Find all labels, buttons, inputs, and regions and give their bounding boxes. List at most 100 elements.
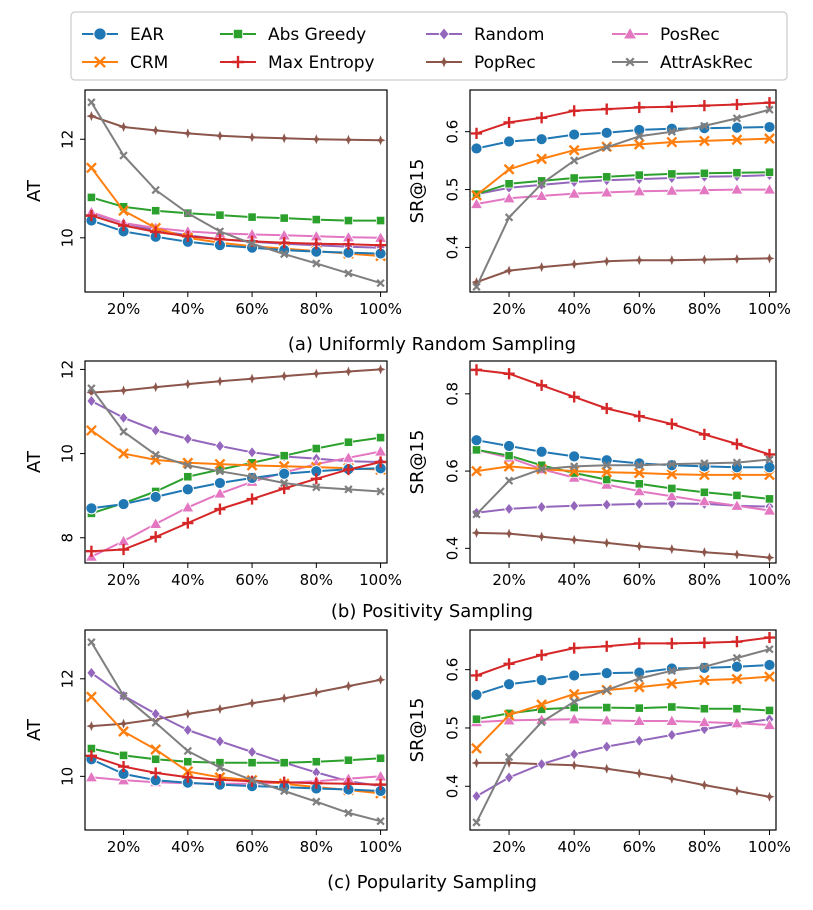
legend-item-max-entropy: Max Entropy bbox=[220, 53, 375, 73]
series-line-posrec bbox=[91, 211, 381, 239]
point-poprec-10 bbox=[86, 111, 97, 122]
point-max-entropy-100 bbox=[763, 631, 776, 644]
caption-c: (c) Popularity Sampling bbox=[327, 872, 537, 893]
point-max-entropy-70 bbox=[278, 482, 290, 495]
point-random-50 bbox=[601, 740, 612, 753]
point-poprec-40 bbox=[569, 259, 580, 270]
point-posrec-90 bbox=[341, 450, 356, 463]
point-poprec-70 bbox=[279, 133, 290, 144]
point-poprec-60 bbox=[634, 541, 645, 552]
point-posrec-70 bbox=[665, 183, 679, 196]
point-crm-100 bbox=[764, 671, 775, 683]
point-random-20 bbox=[118, 411, 129, 425]
point-max-entropy-40 bbox=[182, 771, 194, 783]
point-ear-40 bbox=[181, 483, 194, 496]
point-random-50 bbox=[601, 498, 612, 511]
point-max-entropy-100 bbox=[374, 239, 387, 251]
point-max-entropy-40 bbox=[568, 391, 580, 403]
point-posrec-10 bbox=[470, 197, 484, 209]
y-tick-label: 0.4 bbox=[444, 236, 462, 260]
point-posrec-90 bbox=[730, 499, 744, 511]
series-group bbox=[85, 98, 387, 288]
point-posrec-50 bbox=[600, 185, 614, 198]
point-abs-greedy-80 bbox=[699, 168, 709, 178]
point-max-entropy-70 bbox=[666, 101, 678, 113]
x-tick-label: 20% bbox=[492, 571, 525, 589]
point-attraskrec-80 bbox=[312, 797, 321, 806]
point-attraskrec-80 bbox=[700, 662, 709, 671]
point-poprec-70 bbox=[666, 255, 677, 266]
point-abs-greedy-90 bbox=[732, 704, 742, 714]
legend-label: AttrAskRec bbox=[660, 53, 753, 73]
point-abs-greedy-50 bbox=[602, 474, 612, 485]
y-axis-label: AT bbox=[24, 450, 45, 473]
point-poprec-70 bbox=[279, 693, 290, 704]
point-attraskrec-90 bbox=[344, 808, 353, 818]
point-attraskrec-90 bbox=[344, 485, 353, 494]
point-posrec-30 bbox=[534, 189, 549, 201]
point-max-entropy-20 bbox=[503, 658, 515, 670]
x-tick-label: 20% bbox=[492, 838, 525, 856]
point-poprec-20 bbox=[504, 528, 515, 539]
point-attraskrec-10 bbox=[472, 282, 481, 291]
point-max-entropy-60 bbox=[633, 410, 645, 422]
point-max-entropy-60 bbox=[633, 101, 645, 113]
point-posrec-80 bbox=[697, 494, 712, 507]
point-crm-60 bbox=[246, 459, 258, 471]
point-ear-50 bbox=[600, 126, 613, 139]
point-abs-greedy-50 bbox=[602, 702, 612, 713]
point-poprec-50 bbox=[601, 763, 612, 774]
point-poprec-20 bbox=[118, 121, 129, 132]
series-line-attraskrec bbox=[475, 458, 770, 515]
legend-marker bbox=[231, 55, 245, 69]
point-attraskrec-90 bbox=[732, 114, 742, 123]
x-tick-label: 20% bbox=[107, 838, 140, 856]
point-posrec-100 bbox=[762, 718, 776, 730]
point-attraskrec-70 bbox=[280, 478, 289, 488]
legend-label: PopRec bbox=[474, 53, 536, 73]
point-max-entropy-50 bbox=[601, 103, 613, 115]
point-abs-greedy-100 bbox=[375, 432, 386, 443]
point-attraskrec-20 bbox=[119, 151, 128, 160]
point-max-entropy-100 bbox=[374, 779, 387, 791]
x-tick-label: 80% bbox=[300, 300, 333, 318]
legend-label: PosRec bbox=[660, 25, 720, 45]
point-max-entropy-90 bbox=[342, 238, 355, 250]
point-abs-greedy-90 bbox=[732, 168, 742, 178]
point-attraskrec-100 bbox=[376, 487, 385, 496]
point-posrec-40 bbox=[567, 186, 581, 199]
legend-label: CRM bbox=[130, 53, 168, 73]
point-max-entropy-30 bbox=[150, 226, 162, 238]
legend-marker bbox=[94, 56, 106, 68]
point-attraskrec-30 bbox=[537, 464, 546, 474]
point-poprec-30 bbox=[536, 262, 547, 273]
point-posrec-60 bbox=[632, 484, 646, 497]
point-abs-greedy-80 bbox=[311, 443, 321, 454]
point-poprec-50 bbox=[601, 537, 612, 548]
point-ear-90 bbox=[730, 660, 744, 673]
point-attraskrec-70 bbox=[667, 666, 677, 675]
series-group bbox=[85, 638, 387, 826]
point-max-entropy-70 bbox=[278, 237, 290, 249]
point-crm-70 bbox=[666, 468, 678, 480]
point-crm-30 bbox=[536, 699, 548, 711]
point-max-entropy-40 bbox=[568, 105, 580, 117]
point-poprec-60 bbox=[247, 373, 258, 384]
point-crm-10 bbox=[471, 189, 482, 201]
legend-item-posrec: PosRec bbox=[612, 25, 720, 45]
point-posrec-60 bbox=[632, 714, 646, 726]
point-attraskrec-70 bbox=[667, 459, 677, 469]
plot-frame bbox=[469, 360, 777, 564]
plot-frame bbox=[469, 89, 777, 293]
point-ear-10 bbox=[470, 688, 483, 701]
point-max-entropy-40 bbox=[182, 517, 194, 529]
point-attraskrec-100 bbox=[376, 278, 385, 288]
point-abs-greedy-60 bbox=[634, 703, 644, 713]
legend-item-abs-greedy: Abs Greedy bbox=[220, 25, 366, 45]
chart-a-sr: 20% 40% 60% 80% 100% 0.4 0.5 0.6 SR@15 bbox=[407, 89, 791, 318]
series-line-ear bbox=[476, 126, 770, 150]
point-max-entropy-10 bbox=[470, 364, 483, 376]
point-ear-30 bbox=[535, 133, 548, 146]
legend-marker bbox=[438, 27, 450, 41]
series-line-ear bbox=[90, 758, 381, 792]
